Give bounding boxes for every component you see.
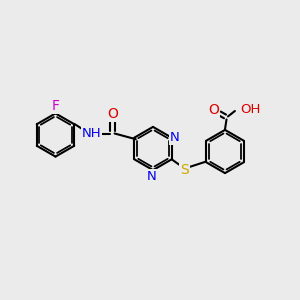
Text: O: O — [208, 103, 219, 116]
Text: NH: NH — [82, 127, 101, 140]
Text: N: N — [170, 131, 180, 144]
Text: N: N — [147, 169, 156, 183]
Text: S: S — [180, 163, 189, 176]
Text: OH: OH — [240, 103, 261, 116]
Text: F: F — [52, 99, 59, 113]
Text: O: O — [107, 107, 118, 121]
